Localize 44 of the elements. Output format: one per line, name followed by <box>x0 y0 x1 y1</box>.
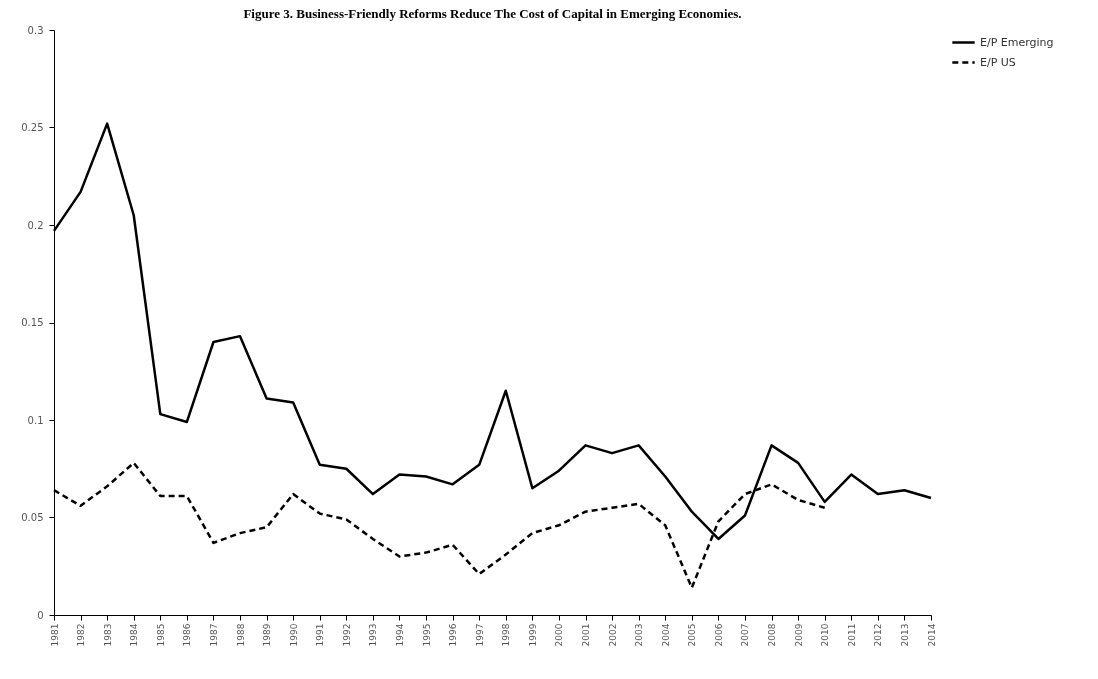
x-tick-label: 1999 <box>527 623 538 647</box>
x-tick-label: 2011 <box>846 623 857 647</box>
y-tick-label: 0.2 <box>27 219 44 231</box>
x-tick-label: 2010 <box>820 623 831 647</box>
x-tick-label: 2012 <box>873 623 884 647</box>
x-tick-label: 2008 <box>767 623 778 647</box>
x-tick-label: 1998 <box>501 623 512 647</box>
x-tick-label: 1984 <box>129 623 140 647</box>
y-tick-label: 0 <box>37 609 44 621</box>
x-tick-label: 1988 <box>235 623 246 647</box>
x-tick-label: 2002 <box>607 623 618 647</box>
chart-title: Figure 3. Business-Friendly Reforms Reduce The Cost of Capital in Emerging Economies. <box>243 6 742 21</box>
x-tick-label: 2003 <box>634 623 645 647</box>
x-tick-label: 1996 <box>448 623 459 647</box>
x-tick-label: 2007 <box>740 623 751 647</box>
y-tick-label: 0.05 <box>21 512 44 523</box>
x-tick-label: 2013 <box>899 623 910 647</box>
x-tick-label: 1989 <box>262 623 273 647</box>
x-tick-label: 1993 <box>368 623 379 647</box>
x-tick-label: 1991 <box>315 623 326 647</box>
y-tick-label: 0.15 <box>21 317 44 328</box>
x-tick-label: 1992 <box>341 623 352 647</box>
x-tick-label: 1995 <box>421 623 432 647</box>
x-tick-label: 2006 <box>713 623 724 647</box>
x-tick-label: 2014 <box>926 623 937 647</box>
x-tick-label: 1983 <box>102 623 113 647</box>
x-tick-label: 1981 <box>49 623 60 647</box>
x-tick-label: 2009 <box>793 623 804 647</box>
x-tick-label: 1985 <box>155 623 166 647</box>
y-tick-label: 0.25 <box>21 122 44 133</box>
y-tick-label: 0.3 <box>27 24 44 36</box>
y-tick-label: 0.1 <box>27 414 44 426</box>
legend-label: E/P Emerging <box>980 35 1054 49</box>
x-tick-label: 1990 <box>288 623 299 647</box>
x-tick-label: 2001 <box>581 623 592 647</box>
x-tick-label: 2005 <box>687 623 698 647</box>
x-tick-label: 1986 <box>182 623 193 647</box>
x-tick-label: 1997 <box>474 623 485 647</box>
x-tick-label: 1982 <box>76 623 87 647</box>
x-tick-label: 2000 <box>554 623 565 647</box>
x-tick-label: 1994 <box>394 623 405 647</box>
x-tick-label: 2004 <box>660 623 671 647</box>
x-tick-label: 1987 <box>208 623 219 647</box>
legend-label: E/P US <box>980 55 1016 69</box>
